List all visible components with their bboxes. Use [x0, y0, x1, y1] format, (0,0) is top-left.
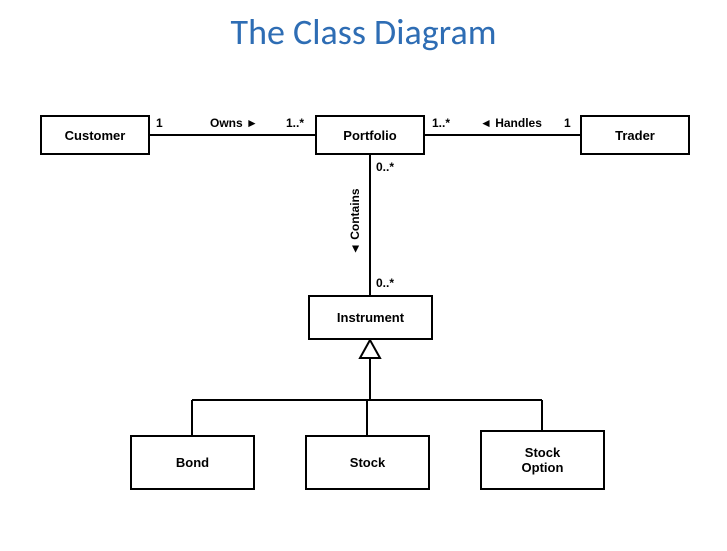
- mult-contains-top: 0..*: [376, 160, 394, 174]
- class-portfolio-label: Portfolio: [343, 128, 396, 143]
- class-trader: Trader: [580, 115, 690, 155]
- mult-trader: 1: [564, 116, 571, 130]
- class-stockoption: Stock Option: [480, 430, 605, 490]
- mult-contains-bottom: 0..*: [376, 276, 394, 290]
- class-instrument: Instrument: [308, 295, 433, 340]
- class-instrument-label: Instrument: [337, 310, 404, 325]
- class-stock: Stock: [305, 435, 430, 490]
- assoc-owns-label: Owns ►: [210, 116, 258, 130]
- class-bond-label: Bond: [176, 455, 209, 470]
- mult-portfolio-left: 1..*: [286, 116, 304, 130]
- assoc-handles-label: ◄ Handles: [480, 116, 542, 130]
- class-portfolio: Portfolio: [315, 115, 425, 155]
- class-diagram: Customer Portfolio Trader Instrument Bon…: [0, 80, 727, 540]
- class-trader-label: Trader: [615, 128, 655, 143]
- class-customer-label: Customer: [65, 128, 126, 143]
- mult-portfolio-right: 1..*: [432, 116, 450, 130]
- assoc-contains-label: ◄ Contains: [348, 188, 362, 255]
- page-title: The Class Diagram: [0, 0, 727, 54]
- class-customer: Customer: [40, 115, 150, 155]
- mult-customer: 1: [156, 116, 163, 130]
- class-stock-label: Stock: [350, 455, 385, 470]
- class-stockoption-label: Stock Option: [522, 445, 564, 475]
- class-bond: Bond: [130, 435, 255, 490]
